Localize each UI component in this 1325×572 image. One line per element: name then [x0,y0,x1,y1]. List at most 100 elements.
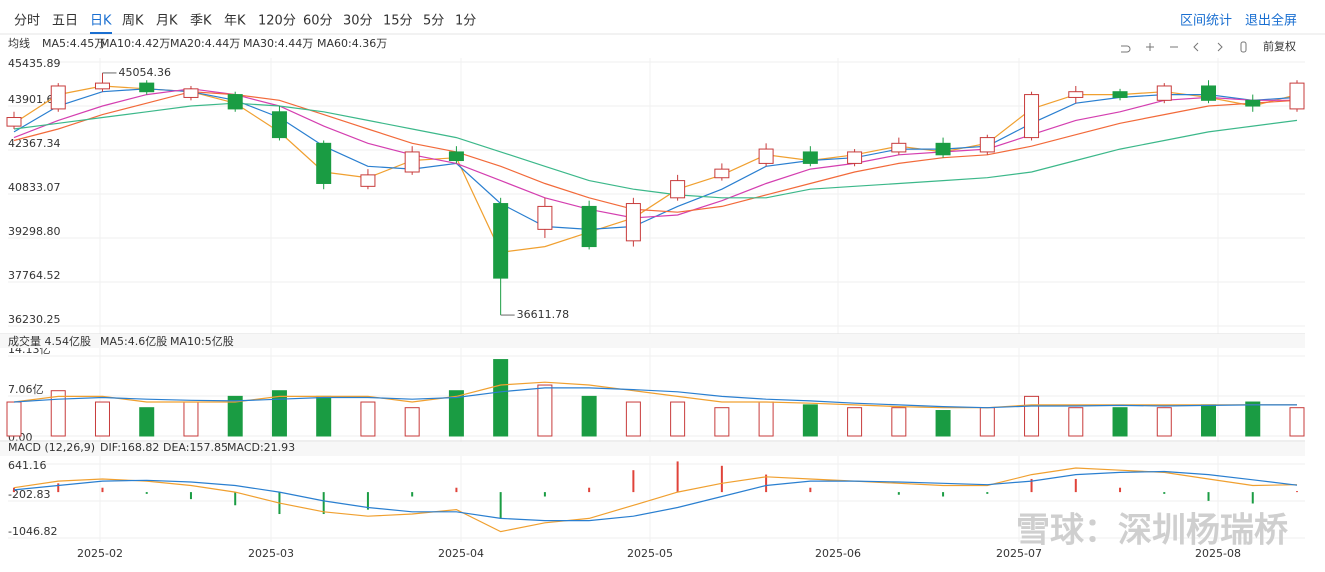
candle-body [94,82,110,90]
y-tick-label: 641.16 [8,459,47,472]
candle-body [50,85,66,110]
candle-body [714,168,730,179]
candle-body [537,205,553,230]
candle-body [758,148,774,164]
candle-body [935,142,951,156]
x-tick-label: 2025-06 [815,547,861,560]
volume-bar [670,401,686,437]
action-link[interactable]: 区间统计 [1180,14,1232,29]
volume-bar [714,407,730,437]
volume-bar [316,395,332,437]
legend-item: MA60:4.36万 [317,37,387,50]
volume-bar [537,384,553,437]
volume-bar [935,410,951,437]
x-tick-label: 2025-02 [77,547,123,560]
candle-body [271,111,287,139]
period-tab[interactable]: 五日 [52,14,78,29]
y-tick-label: 7.06亿 [8,383,44,396]
legend-item: DEA:157.85 [163,441,228,454]
panel-header-bg [0,442,1305,456]
x-tick-label: 2025-08 [1195,547,1241,560]
period-tab[interactable]: 周K [122,14,144,29]
low-annotation: 36611.78 [517,308,570,321]
legend-item: MA20:4.44万 [170,37,240,50]
candle-body [183,88,199,98]
candle-body [6,117,22,127]
left-icon[interactable] [1193,42,1199,52]
legend-item: MA5:4.45万 [42,37,105,50]
candle-body [847,151,863,164]
volume-bar [1289,407,1305,437]
zoom-in-icon[interactable] [1146,43,1154,51]
y-tick-label: 43901.62 [8,93,61,106]
volume-bar [891,407,907,437]
volume-bar [802,404,818,437]
candle-body [227,94,243,110]
period-tab[interactable]: 日K [90,14,112,29]
y-tick-label: 39298.80 [8,225,61,238]
period-tab[interactable]: 1分 [455,14,476,29]
panel-header-bg [0,334,1305,348]
volume-bar [847,407,863,437]
x-tick-label: 2025-03 [248,547,294,560]
volume-bar [139,407,155,437]
volume-bar [581,395,597,437]
candle-body [139,82,155,93]
right-icon[interactable] [1217,42,1223,52]
action-link[interactable]: 退出全屏 [1245,13,1297,29]
y-tick-label: 42367.34 [8,137,61,150]
candle-body [625,203,641,242]
legend-title: 均线 [8,36,30,50]
volume-bar [1112,407,1128,437]
volume-bar [1201,404,1217,437]
volume-bar [979,407,995,437]
y-tick-label: 40833.07 [8,181,61,194]
volume-bar [183,401,199,437]
y-tick-label: 37764.52 [8,269,61,282]
y-tick-label: -1046.82 [8,525,57,538]
period-tab[interactable]: 季K [190,14,212,29]
volume-bar [94,401,110,437]
volume-bar [271,390,287,437]
candle-body [360,174,376,187]
undo-icon[interactable] [1121,45,1131,53]
volume-bar [758,401,774,437]
period-tab[interactable]: 120分 [258,14,296,29]
period-tab[interactable]: 月K [156,14,178,29]
candle-body [1156,85,1172,101]
candle-body [1201,85,1217,101]
candle-body [802,151,818,164]
panel-title: 成交量 4.54亿股 [8,334,91,348]
candle-body [404,151,420,173]
legend-item: MACD:21.93 [227,441,295,454]
volume-ma-line [13,387,1297,409]
y-tick-label: 45435.89 [8,57,61,70]
volume-bar [625,401,641,437]
x-tick-label: 2025-04 [438,547,484,560]
period-tab[interactable]: 30分 [343,14,373,29]
volume-bar [1024,395,1040,437]
bar-icon[interactable] [1240,41,1247,53]
candle-body [581,205,597,248]
candle-body [670,180,686,199]
x-tick-label: 2025-05 [627,547,673,560]
period-tab[interactable]: 年K [224,14,246,29]
volume-bar [448,390,464,437]
period-tab[interactable]: 60分 [303,14,333,29]
period-tab[interactable]: 5分 [423,14,444,29]
adjust-mode[interactable]: 前复权 [1263,39,1296,53]
volume-bar [1245,401,1261,437]
candle-body [1024,94,1040,139]
candle-body [1289,82,1305,110]
watermark: 雪球：深圳杨瑞桥 [1016,511,1288,551]
period-tab[interactable]: 15分 [383,14,413,29]
period-tab[interactable]: 分时 [14,14,40,29]
volume-bar [360,401,376,437]
candle-body [979,137,995,153]
volume-bar [6,401,22,437]
legend-item: MA10:5亿股 [170,335,234,348]
y-tick-label: -202.83 [8,488,50,501]
legend-item: MA10:4.42万 [100,37,170,50]
volume-ma-line [13,381,1297,409]
